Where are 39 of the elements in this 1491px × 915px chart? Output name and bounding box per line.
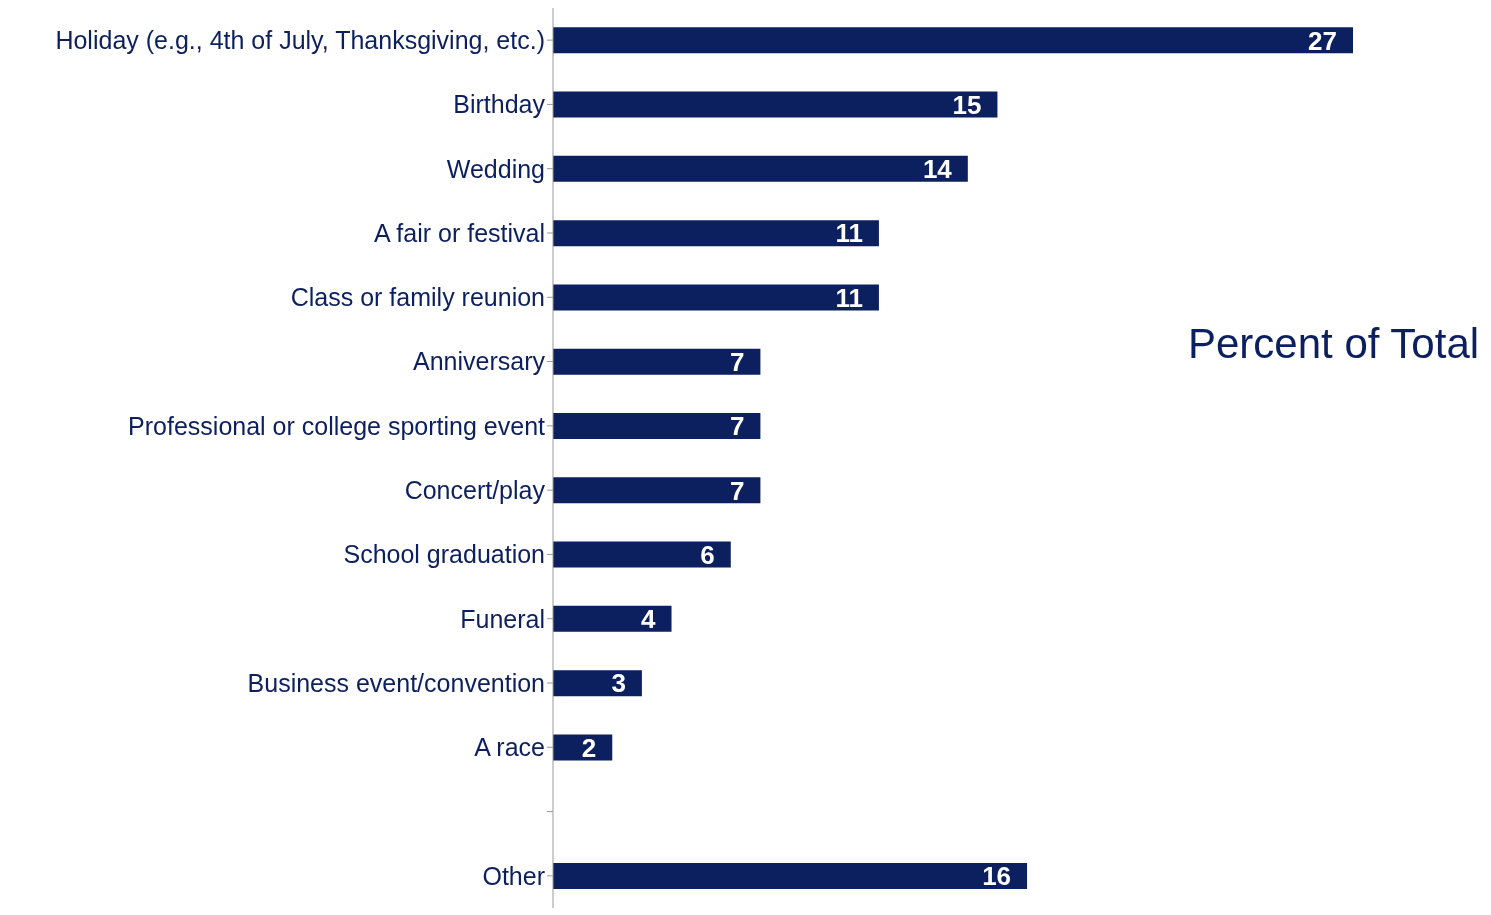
y-tick-label: Business event/convention [247,668,545,697]
bar [553,605,672,632]
data-label: 15 [952,89,982,120]
data-label: 14 [922,154,953,185]
data-label: 6 [700,539,715,570]
y-tick-label: Anniversary [413,347,546,376]
y-tick-label: A fair or festival [374,218,545,247]
bar [553,155,968,182]
y-tick-label: Birthday [453,90,546,119]
data-label: 2 [581,732,597,763]
bar [553,91,998,118]
y-tick-label: Other [482,861,545,890]
bar [553,541,731,568]
bar [553,27,1353,54]
bar [553,413,761,439]
bar [553,670,642,697]
data-label: 16 [982,861,1012,892]
data-label: 27 [1308,25,1337,56]
bar [553,863,1028,889]
data-label: 7 [729,346,745,377]
bar [553,284,879,311]
data-label: 4 [641,604,657,635]
bar [553,220,879,247]
data-label: 7 [729,411,745,442]
data-label: 11 [835,282,863,313]
y-tick-label: Class or family reunion [290,283,545,312]
y-tick-label: A race [474,733,545,762]
bar [553,348,761,375]
data-label: 3 [611,668,626,699]
y-tick-label: Concert/play [404,476,546,505]
text: Percent of Total [1188,320,1480,368]
y-tick-label: School graduation [343,540,545,569]
y-tick-label: Funeral [460,604,545,633]
data-label: 7 [729,475,745,506]
data-label: 11 [835,218,863,249]
y-tick-label: Wedding [446,154,545,183]
bar [553,477,761,504]
y-tick-label: Professional or college sporting event [128,411,546,440]
y-tick-label: Holiday (e.g., 4th of July, Thanksgiving, etc.) [55,26,545,55]
